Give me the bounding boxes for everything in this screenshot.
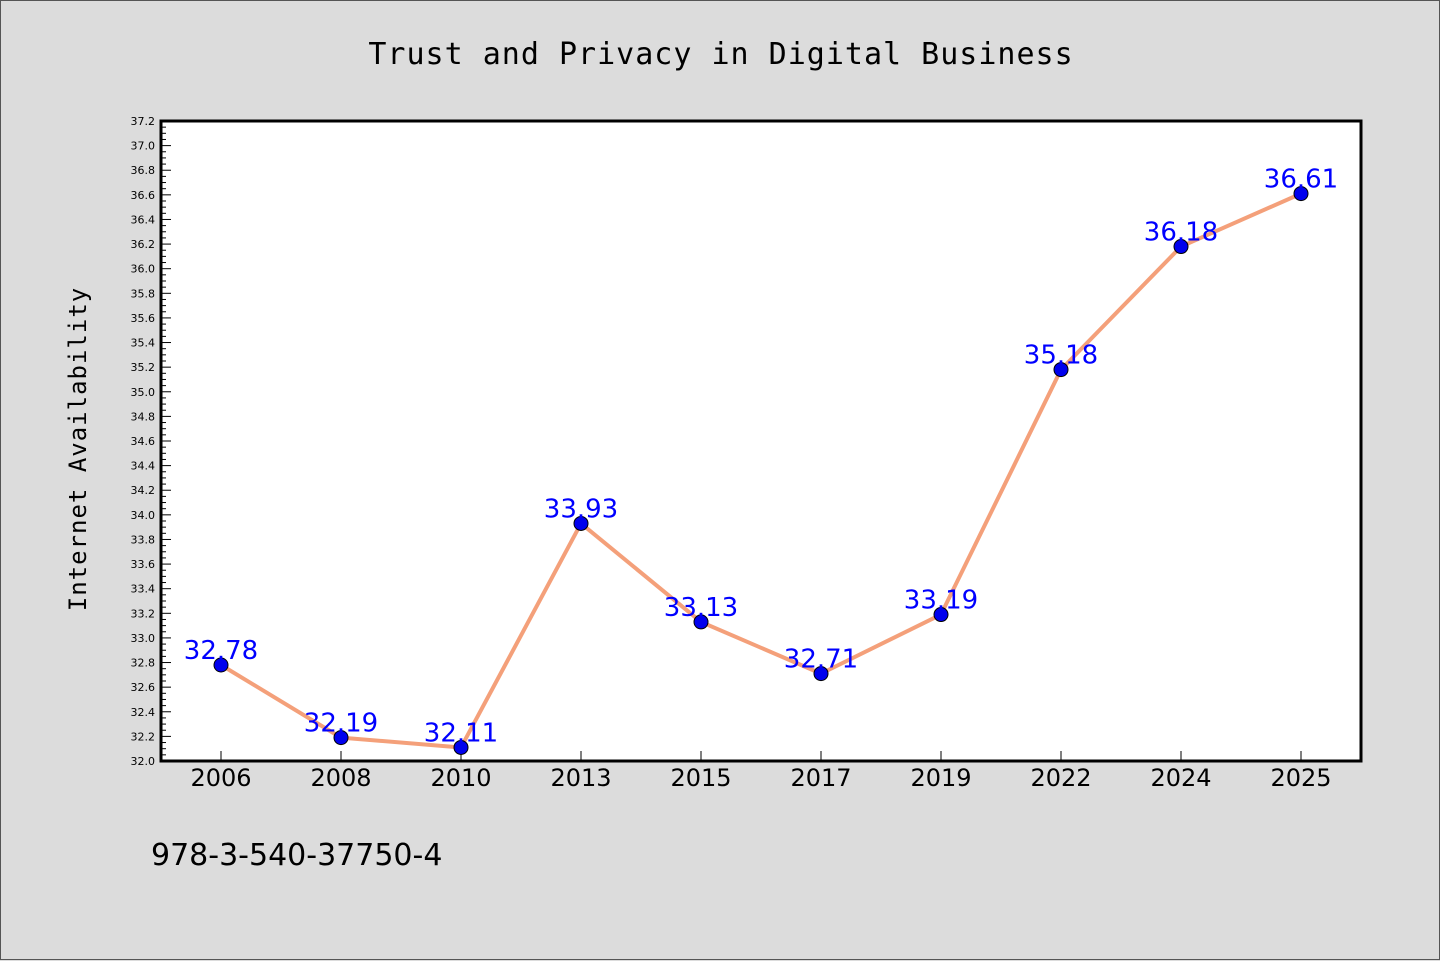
x-tick-label: 2006 xyxy=(190,764,251,792)
data-label: 36.18 xyxy=(1144,218,1218,248)
y-tick-label: 34.6 xyxy=(131,435,156,448)
data-label: 33.13 xyxy=(664,593,738,623)
data-labels: 32.78 32.19 32.11 33.93 33.13 32.71 33.19 35.18… xyxy=(184,165,1338,749)
x-tick-label: 2025 xyxy=(1270,764,1331,792)
x-tick-label: 2013 xyxy=(550,764,611,792)
x-tick-label: 2022 xyxy=(1030,764,1091,792)
data-label: 33.93 xyxy=(544,494,618,524)
y-tick-label: 34.8 xyxy=(131,410,156,423)
y-tick-label: 35.2 xyxy=(131,361,156,374)
data-point xyxy=(693,614,709,630)
y-tick-label: 32.2 xyxy=(131,730,156,743)
y-tick-label: 35.8 xyxy=(131,287,156,300)
data-point xyxy=(453,739,469,755)
footnote-isbn: 978-3-540-37750-4 xyxy=(151,838,442,873)
y-tick-label: 34.2 xyxy=(131,484,156,497)
y-axis-label: Internet Availability xyxy=(64,287,92,611)
y-tick-label: 32.8 xyxy=(131,657,156,670)
y-tick-label: 32.4 xyxy=(131,706,156,719)
y-tick-label: 32.0 xyxy=(131,755,156,768)
y-tick-label: 34.0 xyxy=(131,509,156,522)
y-tick-label: 33.0 xyxy=(131,632,156,645)
x-tick-label: 2015 xyxy=(670,764,731,792)
data-label: 32.11 xyxy=(424,718,498,748)
data-label: 32.71 xyxy=(784,645,858,675)
data-point xyxy=(213,657,229,673)
y-tick-label: 35.6 xyxy=(131,312,156,325)
y-tick-label: 37.0 xyxy=(131,140,156,153)
y-tick-label: 33.2 xyxy=(131,607,156,620)
y-tick-label: 34.4 xyxy=(131,460,156,473)
data-label: 36.61 xyxy=(1264,165,1338,195)
y-tick-label: 36.8 xyxy=(131,164,156,177)
data-point xyxy=(813,666,829,682)
data-point xyxy=(1053,362,1069,378)
y-tick-label: 35.4 xyxy=(131,337,156,350)
y-tick-label: 37.2 xyxy=(131,115,156,128)
x-tick-label: 2010 xyxy=(430,764,491,792)
x-axis: 2006 2008 2010 2013 2015 2017 2019 2022 2024 2025 xyxy=(190,751,1332,792)
series-layer xyxy=(213,186,1309,755)
y-tick-label: 32.6 xyxy=(131,681,156,694)
y-tick-label: 33.6 xyxy=(131,558,156,571)
x-tick-label: 2008 xyxy=(310,764,371,792)
data-point xyxy=(1293,186,1309,202)
y-axis: 32.0 32.2 32.4 32.6 32.8 33.0 33.2 33.4 33.6 33.8… xyxy=(131,115,171,768)
x-tick-label: 2017 xyxy=(790,764,851,792)
y-tick-label: 36.6 xyxy=(131,189,156,202)
chart-title: Trust and Privacy in Digital Business xyxy=(368,37,1073,72)
data-label: 32.19 xyxy=(304,709,378,739)
y-tick-label: 36.2 xyxy=(131,238,156,251)
plot-border xyxy=(159,119,1363,763)
y-tick-label: 35.0 xyxy=(131,386,156,399)
y-tick-label: 36.4 xyxy=(131,213,156,226)
data-point xyxy=(333,730,349,746)
data-point xyxy=(573,515,589,531)
y-tick-label: 33.4 xyxy=(131,583,156,596)
data-point xyxy=(933,607,949,623)
y-tick-label: 36.0 xyxy=(131,263,156,276)
data-label: 35.18 xyxy=(1024,341,1098,371)
data-point xyxy=(1173,239,1189,255)
x-tick-label: 2019 xyxy=(910,764,971,792)
data-label: 33.19 xyxy=(904,586,978,616)
y-tick-label: 33.8 xyxy=(131,533,156,546)
plot-area xyxy=(161,121,1361,761)
x-tick-label: 2024 xyxy=(1150,764,1211,792)
data-label: 32.78 xyxy=(184,636,258,666)
series-line xyxy=(219,191,1303,750)
